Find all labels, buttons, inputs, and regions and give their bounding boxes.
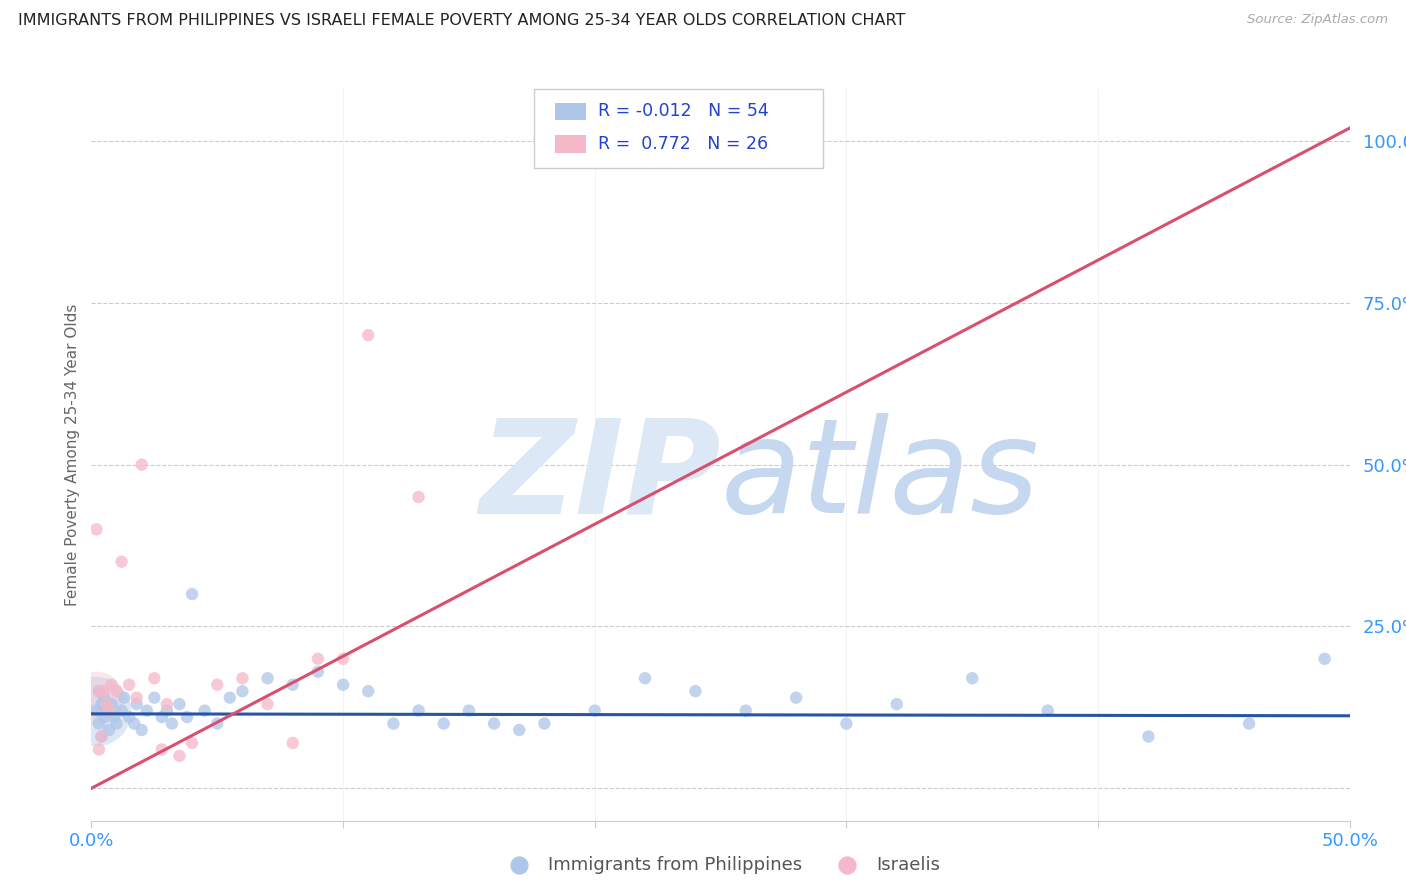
- Point: [231, 684, 253, 698]
- Point: [357, 328, 380, 343]
- Point: [307, 652, 329, 666]
- Point: [125, 697, 148, 711]
- Point: [181, 587, 204, 601]
- Point: [357, 684, 380, 698]
- Point: [93, 684, 115, 698]
- Point: [143, 690, 166, 705]
- Point: [408, 704, 430, 718]
- Point: [86, 704, 108, 718]
- Point: [482, 716, 505, 731]
- Point: [150, 742, 173, 756]
- Point: [93, 710, 115, 724]
- Point: [131, 723, 153, 737]
- Legend: Immigrants from Philippines, Israelis: Immigrants from Philippines, Israelis: [494, 848, 948, 881]
- Point: [112, 690, 135, 705]
- Point: [118, 678, 141, 692]
- Point: [332, 652, 354, 666]
- Point: [86, 690, 108, 705]
- Point: [110, 704, 132, 718]
- Point: [634, 671, 657, 685]
- Point: [205, 678, 228, 692]
- Point: [835, 716, 858, 731]
- Point: [583, 704, 606, 718]
- Point: [256, 671, 278, 685]
- Point: [1313, 652, 1336, 666]
- Y-axis label: Female Poverty Among 25-34 Year Olds: Female Poverty Among 25-34 Year Olds: [65, 304, 80, 606]
- Point: [457, 704, 479, 718]
- Point: [100, 678, 122, 692]
- Point: [86, 704, 108, 718]
- Point: [734, 704, 756, 718]
- Point: [110, 555, 132, 569]
- Point: [169, 748, 191, 763]
- Text: ZIP: ZIP: [479, 413, 720, 541]
- Point: [87, 742, 110, 756]
- Point: [281, 736, 304, 750]
- Point: [408, 490, 430, 504]
- Point: [156, 697, 179, 711]
- Point: [332, 678, 354, 692]
- Point: [194, 704, 217, 718]
- Point: [256, 697, 278, 711]
- Point: [105, 716, 128, 731]
- Point: [962, 671, 984, 685]
- Point: [90, 697, 112, 711]
- Point: [1237, 716, 1260, 731]
- Point: [96, 704, 118, 718]
- Point: [785, 690, 807, 705]
- Point: [508, 723, 530, 737]
- Point: [181, 736, 204, 750]
- Point: [131, 458, 153, 472]
- Point: [886, 697, 908, 711]
- Point: [169, 697, 191, 711]
- Point: [122, 716, 145, 731]
- Point: [98, 723, 121, 737]
- Point: [86, 522, 108, 536]
- Point: [307, 665, 329, 679]
- Point: [103, 710, 125, 724]
- Text: IMMIGRANTS FROM PHILIPPINES VS ISRAELI FEMALE POVERTY AMONG 25-34 YEAR OLDS CORR: IMMIGRANTS FROM PHILIPPINES VS ISRAELI F…: [18, 13, 905, 29]
- Point: [1036, 704, 1059, 718]
- Text: R = -0.012   N = 54: R = -0.012 N = 54: [598, 103, 768, 120]
- Point: [433, 716, 456, 731]
- Point: [533, 716, 555, 731]
- Point: [685, 684, 707, 698]
- Point: [90, 730, 112, 744]
- Point: [205, 716, 228, 731]
- Point: [176, 710, 198, 724]
- Point: [150, 710, 173, 724]
- Point: [218, 690, 240, 705]
- Point: [90, 730, 112, 744]
- Text: Source: ZipAtlas.com: Source: ZipAtlas.com: [1247, 13, 1388, 27]
- Point: [143, 671, 166, 685]
- Point: [96, 697, 118, 711]
- Point: [382, 716, 405, 731]
- Point: [160, 716, 183, 731]
- Point: [231, 671, 253, 685]
- Point: [87, 716, 110, 731]
- Point: [87, 684, 110, 698]
- Point: [281, 678, 304, 692]
- Point: [125, 690, 148, 705]
- Point: [156, 704, 179, 718]
- Text: R =  0.772   N = 26: R = 0.772 N = 26: [598, 135, 768, 153]
- Point: [105, 684, 128, 698]
- Point: [135, 704, 157, 718]
- Point: [87, 684, 110, 698]
- Text: atlas: atlas: [720, 413, 1039, 541]
- Point: [100, 697, 122, 711]
- Point: [1137, 730, 1160, 744]
- Point: [93, 690, 115, 705]
- Point: [98, 704, 121, 718]
- Point: [118, 710, 141, 724]
